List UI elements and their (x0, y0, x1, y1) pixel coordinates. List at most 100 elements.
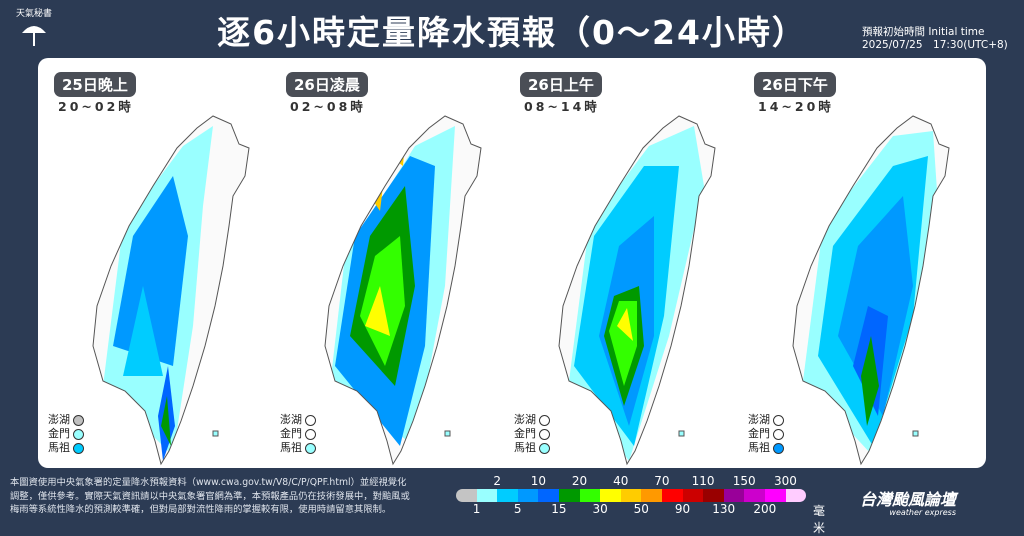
forecast-panel-4: 26日下午 14~20時 澎湖 金門 馬祖 (738, 58, 974, 468)
scale-swatch (517, 489, 539, 502)
rainfall-area (861, 336, 879, 426)
island-rain-dot (773, 428, 784, 440)
rainfall-area (161, 396, 171, 446)
islands-legend: 澎湖 金門 馬祖 (514, 413, 550, 455)
scale-top-label: 20 (571, 474, 588, 488)
island-name: 澎湖 (514, 413, 536, 426)
island-2: 馬祖 (48, 441, 84, 455)
initial-time: 預報初始時間 Initial time 2025/07/25 17:30(UTC… (862, 26, 1012, 52)
island-name: 金門 (514, 427, 536, 440)
brand-logo: 台灣颱風論壇 weather express (860, 486, 956, 517)
scale-bottom-label: 15 (551, 502, 567, 516)
scale-swatch (538, 489, 559, 502)
maps-card: 25日晚上 20~02時 澎湖 金門 馬祖 26日凌晨 02~08時 澎湖 金門 馬祖 … (38, 58, 986, 468)
unit-label: 毫米 (813, 504, 826, 535)
rainfall-map (92, 115, 250, 466)
scale-swatch (785, 489, 806, 502)
scale-top-label: 10 (530, 474, 546, 488)
islands-legend: 澎湖 金門 馬祖 (280, 413, 316, 455)
disclaimer: 本圖資使用中央氣象署的定量降水預報資料（www.cwa.gov.tw/V8/C/… (10, 476, 440, 517)
color-bar (456, 489, 806, 502)
rainfall-map (324, 115, 482, 466)
panel-date-badge: 26日凌晨 (286, 72, 368, 97)
panel-hours: 14~20時 (758, 99, 834, 114)
island-name: 澎湖 (48, 413, 70, 426)
panel-date-badge: 26日下午 (754, 72, 836, 97)
scale-top-label: 40 (613, 474, 629, 488)
island-1: 金門 (280, 427, 316, 441)
island-rain-dot (305, 414, 316, 426)
page-title: 逐6小時定量降水預報（0～24小時） (217, 13, 807, 52)
scale-bottom-label: 50 (633, 502, 649, 516)
forecast-panel-3: 26日上午 08~14時 澎湖 金門 馬祖 (504, 58, 740, 468)
island-name: 澎湖 (748, 413, 770, 426)
scale-bottom-label: 130 (712, 502, 736, 516)
init-label: 預報初始時間 Initial time (862, 26, 985, 38)
weather-secretary-logo: 天氣秘書 (12, 4, 56, 52)
rainfall-area (365, 286, 390, 336)
panel-hours: 20~02時 (58, 99, 134, 114)
rainfall-map (558, 115, 716, 466)
taiwan-outline (92, 115, 250, 466)
island-name: 金門 (48, 427, 70, 440)
island-2: 馬祖 (748, 441, 784, 455)
disclaimer-line: 調整，僅供參考。實際天氣資訊請以中央氣象署官網為準，本預報產品仍在技術發展中，對… (10, 490, 410, 502)
panel-hours: 02~08時 (290, 99, 366, 114)
forecast-panel-1: 25日晚上 20~02時 澎湖 金門 馬祖 (38, 58, 274, 468)
logo-text: 天氣秘書 (15, 9, 52, 19)
taiwan-outline (558, 115, 716, 466)
rainfall-area (123, 286, 163, 376)
island-0: 澎湖 (280, 413, 316, 427)
scale-swatch (558, 489, 580, 502)
island-rain-dot (539, 428, 550, 440)
island-2: 馬祖 (280, 441, 316, 455)
island-0: 澎湖 (514, 413, 550, 427)
island-name: 金門 (748, 427, 770, 440)
island-rain-dot (539, 414, 550, 426)
lanyu-island (912, 430, 919, 437)
island-rain-dot (73, 428, 84, 440)
island-rain-dot (305, 442, 316, 454)
island-1: 金門 (48, 427, 84, 441)
rainfall-color-scale: 2 10 20 40 70 110 150 300 1 5 15 30 50 90 130 200 毫米 (453, 474, 833, 535)
island-rain-dot (73, 414, 84, 426)
scale-swatch (600, 489, 621, 502)
island-name: 澎湖 (280, 413, 302, 426)
lanyu-island (444, 430, 451, 437)
islands-legend: 澎湖 金門 馬祖 (748, 413, 784, 455)
init-time-value: 2025/07/25 17:30(UTC+8) (862, 39, 1008, 51)
scale-swatch (744, 489, 765, 502)
disclaimer-line: 梅雨等系統性降水的預測較準確，但對局部對流性降雨的掌握較有限，使用時請留意其限制… (10, 504, 392, 515)
panel-hours: 08~14時 (524, 99, 600, 114)
island-rain-dot (773, 414, 784, 426)
rainfall-area (617, 308, 633, 341)
scale-bottom-label: 30 (592, 502, 608, 516)
scale-swatch (703, 489, 724, 502)
scale-bottom-label: 90 (674, 502, 691, 516)
scale-top-label: 110 (691, 474, 715, 488)
scale-bottom-label: 1 (472, 502, 481, 516)
brand-subtitle: weather express (889, 508, 957, 517)
islands-legend: 澎湖 金門 馬祖 (48, 413, 84, 455)
island-name: 馬祖 (514, 441, 536, 454)
taiwan-outline (324, 115, 482, 466)
island-1: 金門 (748, 427, 784, 441)
taiwan-outline (792, 115, 950, 466)
panel-date-badge: 26日上午 (520, 72, 602, 97)
disclaimer-line: 本圖資使用中央氣象署的定量降水預報資料（www.cwa.gov.tw/V8/C/… (10, 477, 407, 488)
island-rain-dot (305, 428, 316, 440)
forecast-panel-2: 26日凌晨 02~08時 澎湖 金門 馬祖 (270, 58, 506, 468)
umbrella-icon (22, 26, 46, 46)
island-2: 馬祖 (514, 441, 550, 455)
brand-name: 台灣颱風論壇 (860, 490, 957, 509)
scale-top-label: 2 (493, 474, 501, 488)
scale-swatch (476, 489, 498, 502)
island-name: 馬祖 (48, 441, 70, 454)
scale-swatch (456, 489, 477, 502)
scale-bottom-label: 5 (513, 502, 522, 516)
panel-date-badge: 25日晚上 (54, 72, 136, 97)
island-rain-dot (773, 442, 784, 454)
scale-swatch (497, 489, 518, 502)
scale-swatch (723, 489, 745, 502)
island-rain-dot (539, 442, 550, 454)
